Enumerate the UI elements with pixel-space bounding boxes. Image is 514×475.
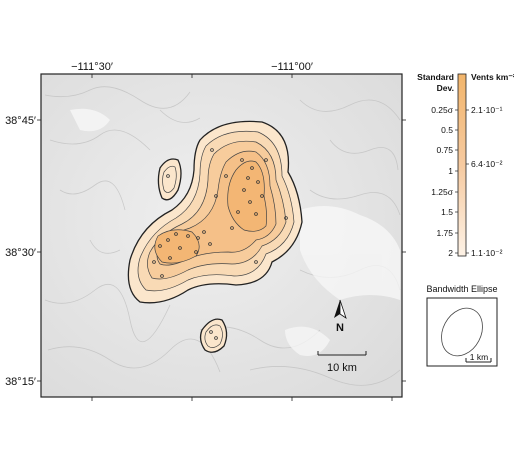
std-level-6: 1.75 (436, 228, 453, 238)
std-level-4: 1.25σ (431, 187, 454, 197)
contour-outlier-s-inner (204, 324, 223, 348)
vent-point (224, 174, 228, 178)
vent-point (214, 194, 218, 198)
bandwidth-scale-label: 1 km (470, 352, 488, 362)
vent-point (210, 148, 214, 152)
vent-point (196, 236, 200, 240)
bandwidth-box (426, 297, 498, 367)
vent-point (230, 226, 234, 230)
legend-std-title2: Dev. (437, 83, 454, 93)
scale-bar: 10 km (317, 351, 367, 374)
vent-point (166, 238, 170, 242)
vent-point (250, 166, 254, 170)
north-arrow-icon: N (334, 299, 347, 334)
vent-point (254, 260, 258, 264)
vent-point (248, 200, 252, 204)
legend-vents-title: Vents km⁻² (471, 72, 514, 82)
std-level-7: 2 (448, 248, 453, 258)
vent-point (194, 250, 198, 254)
vent-point (240, 158, 244, 162)
bandwidth-ellipse (441, 307, 483, 357)
vent-point (260, 194, 264, 198)
std-level-2: 0.75 (436, 145, 453, 155)
vent-point (256, 180, 260, 184)
vent-point (246, 176, 250, 180)
vent-point (178, 246, 182, 250)
vent-point (208, 242, 212, 246)
lat-label-south: 38°15′ (5, 376, 36, 388)
contour-outlier-nw-inner (162, 165, 177, 193)
vent-point (209, 330, 213, 334)
contour-1.5-west (154, 229, 200, 264)
bandwidth-ellipse-panel: Bandwidth Ellipse 1 km (426, 284, 498, 367)
lat-label-north: 38°45′ (5, 115, 36, 127)
vent-point (166, 174, 170, 178)
vent-point (236, 210, 240, 214)
vent-point (202, 230, 206, 234)
vent-point (160, 274, 164, 278)
vent-point (214, 336, 218, 340)
vent-point (254, 212, 258, 216)
contour-1.25-sigma (227, 160, 268, 232)
map-frame (40, 73, 403, 398)
std-level-0: 0.25σ (431, 105, 454, 115)
vent-point (186, 234, 190, 238)
vent-point (242, 188, 246, 192)
vent-point (284, 216, 288, 220)
vent-point (174, 232, 178, 236)
bandwidth-title: Bandwidth Ellipse (426, 284, 497, 294)
vent-point (168, 256, 172, 260)
legend-std-title: Standard (417, 72, 454, 82)
std-level-5: 1.5 (441, 207, 453, 217)
std-level-1: 0.5 (441, 125, 453, 135)
vent-tick-2: 1.1·10⁻² (471, 248, 503, 258)
frame-ticks (37, 74, 406, 401)
density-legend: Standard Dev. Vents km⁻² 0.25σ 0.5 0.75 … (417, 72, 514, 258)
vent-tick-0: 2.1·10⁻¹ (471, 105, 503, 115)
std-level-3: 1 (448, 166, 453, 176)
lat-label-mid: 38°30′ (5, 247, 36, 259)
lon-label-east: −111°00′ (271, 61, 313, 73)
legend-colorbar (457, 73, 467, 257)
north-label: N (336, 322, 344, 334)
vent-points (152, 148, 288, 340)
scalebar-label: 10 km (327, 362, 357, 374)
vent-point (152, 260, 156, 264)
vent-tick-1: 6.4·10⁻² (471, 159, 503, 169)
vent-point (264, 158, 268, 162)
lon-label-west: −111°30′ (71, 61, 113, 73)
valley-shading (70, 108, 400, 356)
vent-point (158, 244, 162, 248)
